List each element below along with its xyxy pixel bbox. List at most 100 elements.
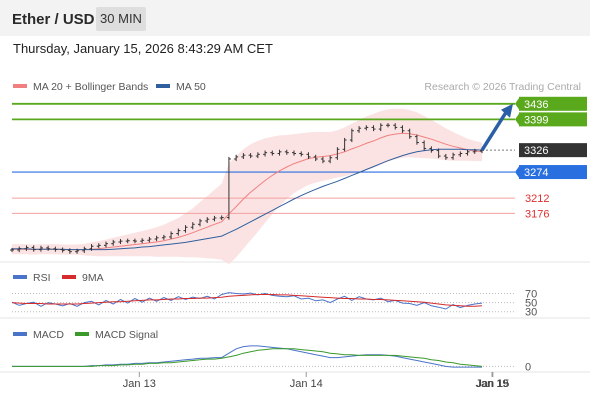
chart-header: Ether / USD 30 MIN — [0, 0, 590, 36]
price-bar — [414, 134, 419, 145]
price-bar — [277, 149, 282, 156]
level-label: 3176 — [525, 208, 549, 220]
rsi-series-rsi — [11, 292, 483, 310]
price-bar — [436, 148, 441, 159]
price-bar — [292, 150, 296, 156]
price-bar — [75, 248, 80, 254]
price-bar — [140, 238, 145, 244]
price-bar — [104, 241, 108, 248]
price-bar — [111, 239, 116, 246]
level-label: 3274 — [524, 167, 548, 179]
price-bar — [357, 126, 362, 133]
price-bar — [313, 154, 318, 162]
price-bar — [147, 236, 152, 243]
legend-swatch — [13, 332, 27, 336]
price-bar — [190, 222, 195, 230]
price-bar — [255, 152, 260, 159]
price-bar — [386, 123, 390, 128]
price-bar — [451, 152, 456, 160]
macd-series — [12, 345, 482, 368]
price-bar — [183, 225, 188, 233]
price-bar — [429, 146, 434, 153]
price-bar — [60, 247, 65, 253]
price-bar — [226, 156, 231, 220]
price-bar — [263, 150, 268, 157]
price-bar — [270, 150, 275, 156]
interval-button[interactable]: 30 MIN — [96, 7, 146, 31]
price-bar — [241, 153, 246, 159]
price-bar — [320, 156, 325, 164]
price-bar — [458, 151, 463, 157]
legend-label: MACD — [33, 329, 64, 341]
price-bar — [96, 243, 101, 249]
timestamp: Thursday, January 15, 2026 8:43:29 AM CE… — [13, 41, 273, 56]
level-label: 3436 — [524, 99, 548, 111]
price-bar — [205, 217, 210, 224]
rsi-series-9ma — [11, 294, 483, 307]
price-bar — [342, 137, 347, 152]
legend-label: MACD Signal — [95, 329, 158, 341]
macd-tick-label: 0 — [525, 361, 531, 373]
price-bar — [400, 125, 405, 133]
instrument-title: Ether / USD — [12, 11, 95, 28]
rsi-tick-label: 30 — [525, 307, 537, 319]
price-bar — [378, 123, 383, 132]
legend-swatch — [156, 84, 170, 88]
level-tag — [519, 165, 587, 180]
price-bar — [161, 234, 166, 240]
legend-swatch — [13, 275, 27, 279]
price-bar — [335, 147, 340, 160]
rsi-tick-label: 70 — [525, 289, 537, 301]
price-bar — [393, 123, 398, 130]
price-bar — [349, 128, 354, 143]
price-bar — [198, 218, 202, 227]
x-tick-label: Jan 19 — [475, 378, 508, 390]
level-tag-pointer — [515, 112, 520, 127]
price-bar — [38, 245, 43, 252]
price-bar — [67, 248, 72, 254]
forecast-arrow-head — [501, 103, 513, 118]
legend-swatch — [75, 332, 89, 336]
price-bar — [154, 235, 159, 242]
price-bar — [248, 153, 253, 159]
price-bar — [364, 125, 369, 131]
price-bar — [284, 149, 289, 155]
legend-swatch — [62, 275, 76, 279]
level-tag — [519, 96, 587, 111]
price-bar — [89, 244, 94, 251]
price-bar — [234, 154, 239, 162]
legend-swatch — [13, 84, 27, 88]
price-bar — [17, 246, 22, 253]
price-bar — [443, 153, 448, 160]
legend-label: 9MA — [82, 272, 104, 284]
price-bar — [24, 245, 29, 251]
rsi-tick-label: 50 — [525, 298, 537, 310]
level-tag-pointer — [515, 165, 520, 180]
legend-label: RSI — [33, 272, 51, 284]
price-bar — [169, 231, 174, 240]
level-tag — [519, 112, 587, 127]
x-tick-label: Jan 15 — [476, 378, 509, 390]
forecast-arrow-shaft — [480, 109, 509, 152]
ma50-line — [12, 148, 483, 251]
level-label: 3326 — [524, 145, 548, 157]
x-tick-label: Jan 14 — [290, 378, 323, 390]
price-bar — [219, 215, 224, 221]
price-bar — [299, 151, 304, 157]
price-bar — [422, 140, 427, 151]
level-label: 3399 — [524, 114, 548, 126]
price-bar — [371, 125, 376, 132]
price-bar — [407, 128, 412, 139]
price-bar — [132, 238, 137, 244]
macd-series — [12, 348, 483, 367]
price-bar — [82, 246, 87, 253]
price-bar — [465, 149, 470, 156]
price-bar — [306, 152, 311, 159]
price-bar — [328, 155, 333, 164]
level-label: 3212 — [525, 193, 549, 205]
price-bar — [31, 245, 36, 252]
price-bar — [53, 246, 58, 252]
price-bar — [212, 215, 217, 222]
price-bar — [125, 238, 130, 244]
